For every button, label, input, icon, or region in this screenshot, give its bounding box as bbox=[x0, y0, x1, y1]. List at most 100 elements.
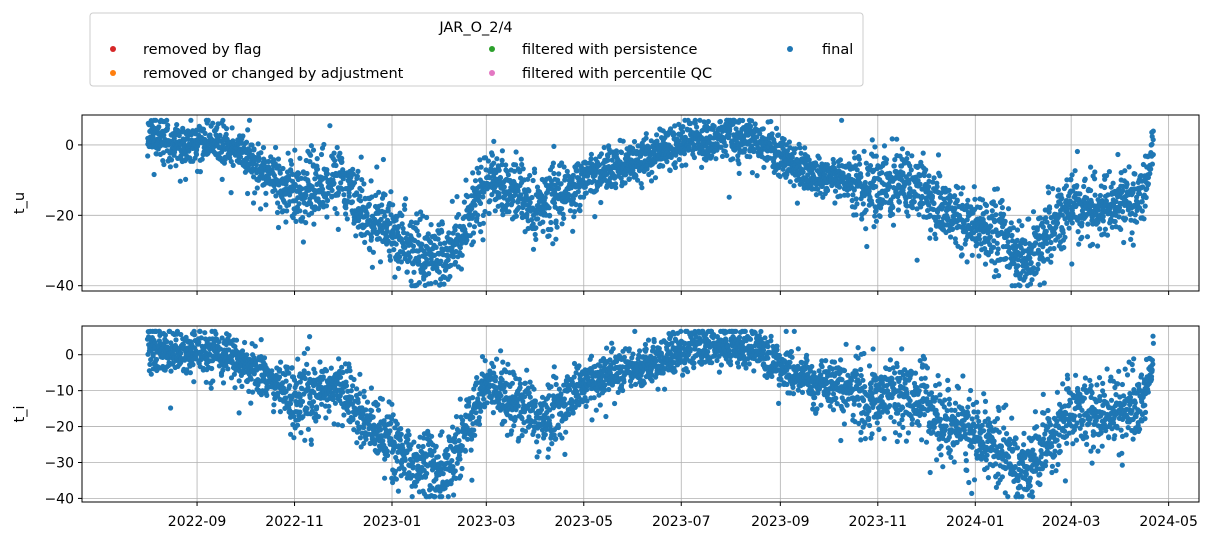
data-point bbox=[256, 157, 262, 163]
data-point bbox=[208, 385, 214, 391]
data-point bbox=[411, 269, 417, 275]
data-point bbox=[1097, 192, 1103, 199]
data-point bbox=[533, 225, 539, 231]
data-point bbox=[954, 198, 960, 204]
data-point bbox=[305, 346, 311, 352]
data-point bbox=[489, 152, 495, 158]
data-point bbox=[382, 213, 388, 219]
data-point bbox=[297, 208, 303, 214]
data-point bbox=[609, 157, 615, 163]
data-point bbox=[414, 228, 420, 234]
data-point bbox=[837, 157, 844, 163]
data-point bbox=[530, 246, 537, 252]
data-point bbox=[252, 343, 258, 349]
data-point bbox=[298, 175, 304, 181]
data-point bbox=[296, 171, 302, 177]
data-point bbox=[859, 216, 865, 222]
data-point bbox=[592, 214, 598, 220]
data-point bbox=[718, 144, 724, 150]
data-point bbox=[861, 148, 867, 154]
data-point bbox=[260, 145, 267, 151]
data-point bbox=[1142, 203, 1148, 209]
data-point bbox=[302, 437, 308, 443]
data-point bbox=[866, 188, 872, 194]
data-point bbox=[439, 429, 445, 435]
data-point bbox=[1120, 188, 1126, 194]
data-point bbox=[786, 139, 793, 145]
data-point bbox=[570, 228, 576, 234]
data-point bbox=[357, 435, 363, 441]
data-point bbox=[312, 207, 318, 213]
data-point bbox=[1090, 241, 1096, 247]
data-point bbox=[992, 219, 998, 225]
data-point bbox=[453, 223, 459, 229]
data-point bbox=[366, 201, 372, 208]
data-point bbox=[726, 128, 733, 134]
data-point bbox=[312, 370, 318, 376]
data-point bbox=[551, 143, 557, 149]
data-point bbox=[186, 148, 192, 154]
legend-marker-filtered-persistence bbox=[489, 46, 495, 52]
data-point bbox=[219, 176, 225, 182]
data-point bbox=[533, 236, 539, 242]
data-point bbox=[299, 186, 305, 192]
data-point bbox=[555, 177, 561, 183]
data-point bbox=[191, 379, 197, 385]
data-point bbox=[376, 236, 382, 242]
data-point bbox=[760, 126, 766, 132]
data-point bbox=[459, 240, 465, 246]
data-point bbox=[560, 211, 566, 217]
data-point bbox=[397, 254, 403, 260]
data-point bbox=[567, 208, 574, 214]
data-point bbox=[302, 209, 308, 215]
data-point bbox=[298, 430, 304, 436]
data-point bbox=[926, 202, 932, 208]
data-point bbox=[816, 155, 822, 161]
y-tick-label: −20 bbox=[44, 208, 74, 224]
data-point bbox=[251, 146, 257, 152]
data-point bbox=[245, 127, 251, 133]
data-point bbox=[1041, 280, 1047, 286]
data-point bbox=[917, 181, 923, 187]
data-point bbox=[519, 161, 525, 168]
data-point bbox=[315, 414, 322, 420]
data-point bbox=[310, 147, 317, 153]
data-point bbox=[923, 167, 929, 173]
data-point bbox=[450, 424, 456, 430]
data-point bbox=[359, 187, 365, 194]
data-point bbox=[849, 197, 855, 204]
data-point bbox=[1020, 268, 1026, 274]
data-point bbox=[1005, 239, 1011, 245]
data-point bbox=[960, 185, 966, 191]
data-point bbox=[894, 136, 900, 142]
data-point bbox=[851, 149, 857, 155]
data-point bbox=[449, 458, 455, 464]
data-point bbox=[887, 183, 893, 190]
data-point bbox=[577, 202, 583, 208]
data-point bbox=[648, 178, 655, 184]
data-point bbox=[668, 126, 674, 132]
data-point bbox=[401, 202, 407, 208]
data-point bbox=[464, 237, 470, 243]
data-point bbox=[500, 212, 506, 218]
data-point bbox=[791, 150, 797, 156]
data-point bbox=[890, 194, 897, 200]
data-point bbox=[220, 380, 227, 386]
data-point bbox=[283, 219, 289, 225]
data-point bbox=[428, 239, 434, 245]
data-point bbox=[1124, 181, 1130, 187]
panel-t-u: 0−20−40t_u bbox=[12, 114, 1200, 295]
data-point bbox=[387, 257, 393, 263]
data-point bbox=[304, 361, 310, 367]
data-point bbox=[435, 454, 441, 460]
data-point bbox=[480, 194, 486, 200]
data-point bbox=[703, 157, 709, 163]
data-point bbox=[424, 256, 430, 263]
data-point bbox=[798, 150, 804, 156]
data-point bbox=[1104, 173, 1110, 179]
data-point bbox=[419, 241, 425, 247]
data-point bbox=[757, 131, 763, 137]
data-point bbox=[1112, 218, 1118, 225]
data-point bbox=[368, 178, 374, 184]
data-point bbox=[671, 131, 677, 137]
